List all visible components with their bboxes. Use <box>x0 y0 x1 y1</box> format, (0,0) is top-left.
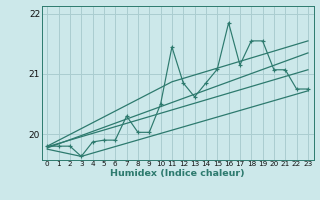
X-axis label: Humidex (Indice chaleur): Humidex (Indice chaleur) <box>110 169 245 178</box>
